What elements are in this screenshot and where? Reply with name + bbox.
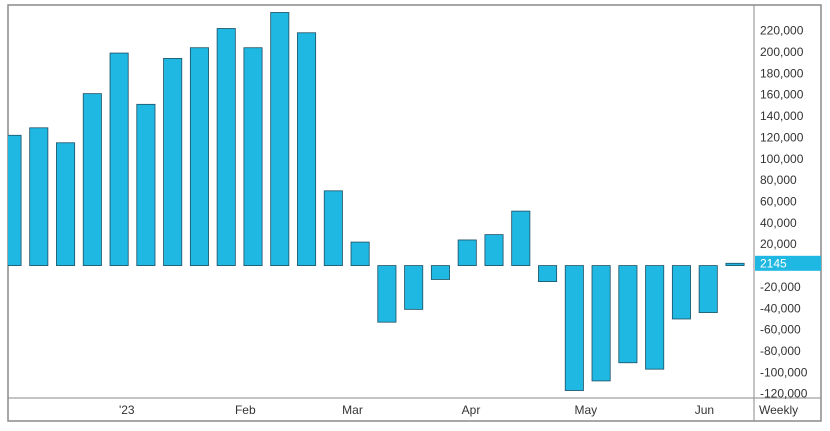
bar [725,262,745,266]
bar [8,134,22,266]
x-axis-ticks: '23 Feb Mar Apr May Jun [119,403,714,417]
plot-frame [7,4,822,422]
bar [82,93,102,266]
bar [270,12,290,266]
bar [216,28,236,266]
bar [189,47,209,266]
y-tick-label: -100,000 [760,365,808,379]
x-tick-label: May [574,403,597,417]
y-tick-label: 200,000 [760,45,804,59]
bar [591,265,611,382]
y-tick-label: 180,000 [760,66,804,80]
bar [511,210,531,266]
bar [698,265,718,313]
bar [430,265,450,280]
bar [404,265,424,310]
bar [350,241,370,266]
y-tick-label: -80,000 [760,344,801,358]
y-tick-label: 220,000 [760,24,804,38]
y-tick-label: 120,000 [760,130,804,144]
y-tick-label: -120,000 [760,387,808,401]
x-tick-label: Jun [695,403,714,417]
bar [323,190,343,266]
y-tick-label: -60,000 [760,323,801,337]
bar [645,265,665,370]
bar [29,127,49,266]
bar [484,234,504,266]
y-tick-label: 20,000 [760,237,797,251]
y-tick-label: 140,000 [760,109,804,123]
last-value-label: 2145 [760,256,787,270]
y-tick-label: 160,000 [760,88,804,102]
bar [163,58,183,266]
interval-label: Weekly [759,403,798,417]
y-tick-label: 80,000 [760,173,797,187]
last-value-badge [755,255,821,271]
y-tick-label: 40,000 [760,216,797,230]
y-tick-label: 100,000 [760,152,804,166]
x-tick-label: Apr [462,403,481,417]
y-tick-label: -20,000 [760,280,801,294]
bar [377,265,397,323]
x-tick-label: Feb [235,403,256,417]
bar [671,265,691,320]
y-tick-label: 60,000 [760,195,797,209]
bar [136,103,156,266]
bar [109,52,129,266]
last-value-marker: 2145 [755,255,821,271]
bar [564,265,584,391]
bar [618,265,638,364]
bar [243,47,263,266]
bar [56,142,76,266]
x-tick-label: Mar [342,403,363,417]
y-axis-ticks: 220,000 200,000 180,000 160,000 140,000 120,0… [760,24,808,401]
bar [457,239,477,266]
x-tick-label: '23 [119,403,135,417]
bar [538,265,558,282]
bar [297,32,317,266]
y-tick-label: -40,000 [760,301,801,315]
bar-series [8,12,745,391]
